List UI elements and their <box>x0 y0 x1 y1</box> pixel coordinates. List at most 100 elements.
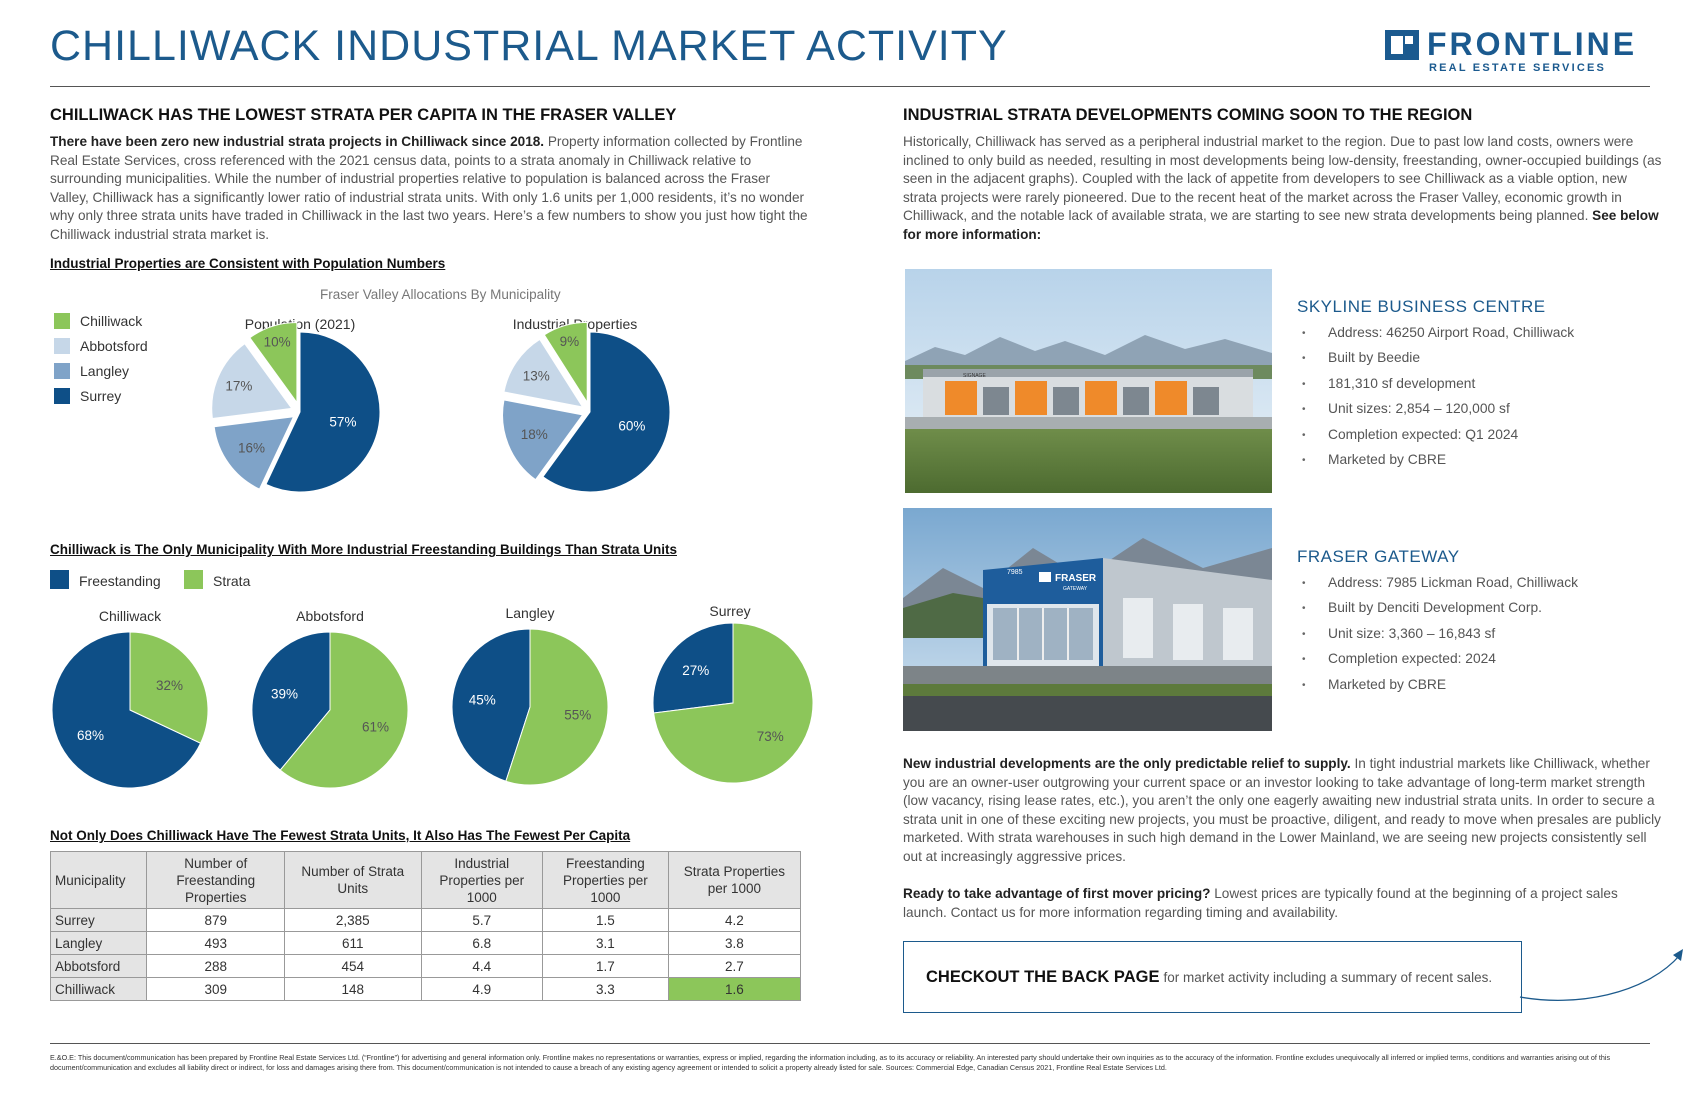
table-cell: 6.8 <box>420 931 544 955</box>
frontline-logo-icon <box>1385 30 1419 60</box>
pie-title-population: Population (2021) <box>244 316 356 332</box>
pie-industrial: 9% 13% 18% 60% <box>502 321 671 493</box>
table-cell: 2.7 <box>667 954 802 978</box>
strata-stats-table: Municipality Number of Freestanding Prop… <box>49 851 802 1001</box>
header-divider <box>50 86 1650 87</box>
gateway-sign-sub: GATEWAY <box>1063 586 1088 592</box>
list-item: Address: 46250 Airport Road, Chilliwack <box>1302 325 1574 350</box>
pie-slice-industrial-chilliwack <box>543 321 588 405</box>
table-row: Chilliwack 309 148 4.9 3.3 1.6 <box>49 977 802 1001</box>
pie-surrey: 27% 73% <box>652 622 814 784</box>
left-intro-paragraph: There have been zero new industrial stra… <box>50 133 810 245</box>
pie-slice-population-abbotsford <box>211 343 293 420</box>
table-cell: 454 <box>283 954 422 978</box>
curved-arrow-icon <box>1519 949 1683 1001</box>
skyline-signage-text: SIGNAGE <box>963 373 986 379</box>
pie-slice-abbotsford-strata <box>279 631 409 789</box>
table-cell: 4.2 <box>667 908 802 932</box>
table-cell: 3.3 <box>542 977 669 1001</box>
subheading-freestanding-vs-strata: Chilliwack is The Only Municipality With… <box>50 542 677 557</box>
table-header-cell: Number of Strata Units <box>283 851 422 909</box>
supply-relief-bold: New industrial developments are the only… <box>903 756 1351 771</box>
list-item: Unit sizes: 2,854 – 120,000 sf <box>1302 401 1574 426</box>
legal-disclaimer: E.&O.E: This document/communication has … <box>50 1053 1611 1072</box>
pie-slice-industrial-langley <box>502 399 584 481</box>
left-intro-bold: There have been zero new industrial stra… <box>50 134 545 149</box>
right-section-title: INDUSTRIAL STRATA DEVELOPMENTS COMING SO… <box>903 106 1473 124</box>
pie-slice-population-langley <box>213 416 295 490</box>
pie-title-langley: Langley <box>505 605 555 621</box>
table-header-cell: Municipality <box>49 851 148 909</box>
fraser-gateway-rendering-image: 7985 FRASER GATEWAY <box>903 508 1272 731</box>
table-header-cell: Number of Freestanding Properties <box>146 851 285 909</box>
pie-slice-chilliwack-strata <box>129 631 209 744</box>
right-intro-text: Historically, Chilliwack has served as a… <box>903 134 1662 224</box>
table-cell: 4.9 <box>420 977 544 1001</box>
pie-label-langley-freestanding: 45% <box>469 692 496 707</box>
legend-item-abbotsford: Abbotsford <box>54 338 148 354</box>
pie-slice-langley-freestanding <box>451 628 531 782</box>
legend-swatch-surrey <box>54 388 70 404</box>
pie-label-population-surrey: 57% <box>329 415 356 430</box>
table-row: Abbotsford 288 454 4.4 1.7 2.7 <box>49 954 802 978</box>
pie-slice-chilliwack-freestanding <box>51 631 202 789</box>
list-item: Unit size: 3,360 – 16,843 sf <box>1302 626 1578 651</box>
table-cell: Abbotsford <box>49 954 148 978</box>
pie-population: 10% 17% 16% 57% <box>211 321 381 493</box>
pie-title-industrial: Industrial Properties <box>512 316 638 332</box>
list-item: Built by Denciti Development Corp. <box>1302 600 1578 625</box>
table-cell: 879 <box>146 908 285 932</box>
pie-label-surrey-strata: 73% <box>757 729 784 744</box>
pie-slice-abbotsford-freestanding <box>251 631 331 771</box>
legend-swatch-abbotsford <box>54 338 70 354</box>
allocation-group-title: Fraser Valley Allocations By Municipalit… <box>320 287 561 302</box>
subheading-population: Industrial Properties are Consistent wit… <box>50 256 446 271</box>
pie-slice-surrey-strata <box>653 622 814 784</box>
pie-abbotsford: 39% 61% <box>251 631 409 789</box>
table-cell: 148 <box>283 977 422 1001</box>
pie-title-abbotsford: Abbotsford <box>296 608 364 624</box>
pie-label-langley-strata: 55% <box>564 708 591 723</box>
table-cell: Langley <box>49 931 148 955</box>
table-cell: Chilliwack <box>49 977 148 1001</box>
legend-item-strata: Strata <box>184 570 250 589</box>
cta-text: for market activity including a summary … <box>1163 970 1493 985</box>
footer-divider <box>50 1043 1650 1044</box>
pie-label-chilliwack-freestanding: 68% <box>77 728 104 743</box>
left-intro-text: Property information collected by Frontl… <box>50 134 808 242</box>
pie-slice-population-surrey <box>265 331 381 493</box>
legend-item-freestanding: Freestanding <box>50 570 161 589</box>
pie-label-industrial-abbotsford: 13% <box>523 368 550 383</box>
table-cell: Surrey <box>49 908 148 932</box>
gateway-sign-number: 7985 <box>1007 569 1023 576</box>
left-section-title: CHILLIWACK HAS THE LOWEST STRATA PER CAP… <box>50 106 677 124</box>
legend-item-chilliwack: Chilliwack <box>54 313 142 329</box>
cta-bold-text: CHECKOUT THE BACK PAGE <box>926 968 1160 986</box>
pie-chilliwack: 68% 32% <box>51 631 209 789</box>
pie-label-population-chilliwack: 10% <box>264 335 291 350</box>
fraser-gateway-details-list: Address: 7985 Lickman Road, Chilliwack B… <box>1302 575 1578 702</box>
table-cell: 611 <box>283 931 422 955</box>
pie-title-surrey: Surrey <box>709 603 751 619</box>
logo-name: FRONTLINE <box>1427 26 1638 62</box>
table-cell: 3.1 <box>542 931 669 955</box>
table-cell: 309 <box>146 977 285 1001</box>
pie-slice-langley-strata <box>505 628 609 786</box>
first-mover-text: Lowest prices are typically found at the… <box>903 886 1618 920</box>
pie-label-industrial-surrey: 60% <box>618 419 645 434</box>
table-row: Langley 493 611 6.8 3.1 3.8 <box>49 931 802 955</box>
right-intro-bold: See below for more information: <box>903 208 1659 242</box>
fraser-gateway-project-title: FRASER GATEWAY <box>1297 547 1460 566</box>
list-item: Marketed by CBRE <box>1302 677 1578 702</box>
table-header-cell: Strata Properties per 1000 <box>667 851 802 909</box>
pie-label-abbotsford-freestanding: 39% <box>271 687 298 702</box>
table-cell: 288 <box>146 954 285 978</box>
list-item: Completion expected: 2024 <box>1302 651 1578 676</box>
table-cell: 4.4 <box>420 954 544 978</box>
first-mover-bold: Ready to take advantage of first mover p… <box>903 886 1211 901</box>
logo-subtitle: REAL ESTATE SERVICES <box>1429 62 1607 74</box>
pie-slice-population-chilliwack <box>249 321 298 405</box>
pie-label-population-langley: 16% <box>238 440 265 455</box>
legend-swatch-langley <box>54 363 70 379</box>
table-row: Surrey 879 2,385 5.7 1.5 4.2 <box>49 908 802 932</box>
